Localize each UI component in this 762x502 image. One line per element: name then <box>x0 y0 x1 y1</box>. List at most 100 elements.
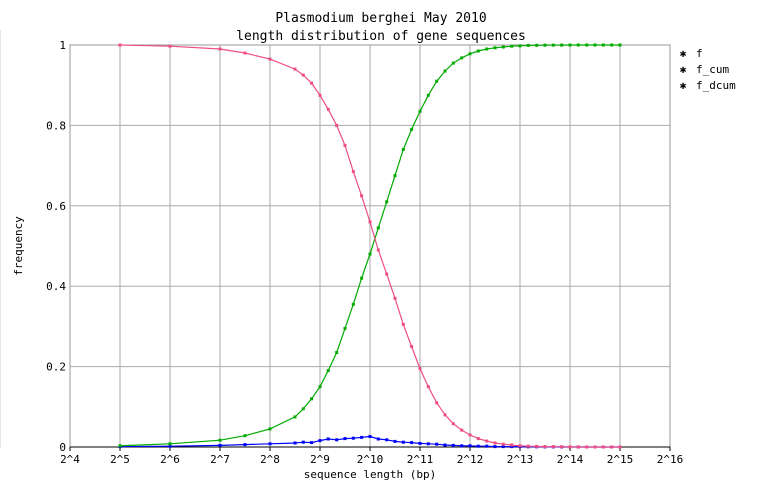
data-point <box>310 441 314 445</box>
legend: ✱ f ✱ f_cum ✱ f_dcum <box>680 47 736 92</box>
data-point <box>510 443 514 447</box>
data-point <box>560 43 564 47</box>
data-point <box>585 445 589 449</box>
legend-item: ✱ f_cum <box>680 63 730 76</box>
data-point <box>426 93 430 97</box>
data-point <box>543 445 547 449</box>
y-tick-label: 0.8 <box>46 119 66 132</box>
data-point <box>526 444 530 448</box>
data-point <box>368 252 372 256</box>
x-tick-label: 2^10 <box>357 453 384 466</box>
data-point <box>426 442 430 446</box>
data-point <box>443 69 447 73</box>
data-point <box>360 194 364 198</box>
data-point <box>618 43 622 47</box>
data-point <box>418 367 422 371</box>
data-point <box>343 437 347 441</box>
data-point <box>435 79 439 83</box>
x-tick-label: 2^5 <box>110 453 130 466</box>
x-tick-label: 2^13 <box>507 453 534 466</box>
series-layer <box>118 43 622 449</box>
data-point <box>410 441 414 445</box>
data-point <box>568 445 572 449</box>
x-tick-label: 2^14 <box>557 453 584 466</box>
data-point <box>168 442 172 446</box>
data-point <box>393 439 397 443</box>
data-point <box>476 437 480 441</box>
data-point <box>518 444 522 448</box>
data-point <box>451 422 455 426</box>
legend-marker: ✱ <box>680 79 687 92</box>
x-tick-labels: 2^4 2^5 2^6 2^7 2^8 2^9 2^10 2^11 2^12 2^13 2^14 2^… <box>60 447 683 466</box>
data-point <box>443 443 447 447</box>
x-tick-label: 2^12 <box>457 453 484 466</box>
x-tick-label: 2^7 <box>210 453 230 466</box>
data-point <box>376 437 380 441</box>
data-point <box>476 49 480 53</box>
data-point <box>218 443 222 447</box>
legend-label: f_cum <box>696 63 729 76</box>
data-point <box>601 43 605 47</box>
data-point <box>485 47 489 51</box>
data-point <box>326 369 330 373</box>
data-point <box>243 434 247 438</box>
legend-label: f <box>696 47 703 60</box>
data-point <box>510 44 514 48</box>
data-point <box>301 407 305 411</box>
legend-label: f_dcum <box>696 79 736 92</box>
x-tick-label: 2^16 <box>657 453 684 466</box>
x-tick-label: 2^6 <box>160 453 180 466</box>
data-point <box>318 439 322 443</box>
x-tick-label: 2^11 <box>407 453 434 466</box>
data-point <box>301 440 305 444</box>
data-point <box>401 322 405 326</box>
data-point <box>493 445 497 449</box>
data-point <box>385 272 389 276</box>
series-f-dcum <box>118 43 622 449</box>
data-point <box>518 44 522 48</box>
data-point <box>468 444 472 448</box>
data-point <box>326 107 330 111</box>
data-point <box>568 43 572 47</box>
data-point <box>435 442 439 446</box>
y-tick-label: 1 <box>59 39 66 52</box>
data-point <box>243 443 247 447</box>
data-point <box>360 276 364 280</box>
data-point <box>118 444 122 448</box>
data-point <box>468 52 472 56</box>
data-point <box>410 345 414 348</box>
data-point <box>410 127 414 131</box>
data-point <box>560 445 564 449</box>
data-point <box>451 443 455 447</box>
data-point <box>610 445 614 449</box>
data-point <box>485 444 489 448</box>
data-point <box>368 435 372 438</box>
data-point <box>543 43 547 47</box>
data-point <box>351 436 355 440</box>
data-point <box>343 326 347 330</box>
data-point <box>501 45 505 49</box>
data-point <box>335 438 339 442</box>
data-point <box>510 445 514 449</box>
data-point <box>368 220 372 224</box>
data-point <box>293 67 297 71</box>
data-point <box>310 397 314 401</box>
x-tick-label: 2^8 <box>260 453 280 466</box>
data-point <box>343 144 347 147</box>
data-point <box>376 248 380 252</box>
data-point <box>618 445 622 449</box>
data-point <box>468 433 472 437</box>
data-point <box>418 109 422 113</box>
data-point <box>243 51 247 55</box>
data-point <box>601 445 605 449</box>
data-point <box>218 438 222 442</box>
legend-item: ✱ f_dcum <box>680 79 736 92</box>
data-point <box>576 43 580 47</box>
data-point <box>326 437 330 441</box>
data-point <box>576 445 580 449</box>
data-point <box>168 44 172 48</box>
y-tick-label: 0.6 <box>46 200 66 213</box>
data-point <box>218 47 222 51</box>
